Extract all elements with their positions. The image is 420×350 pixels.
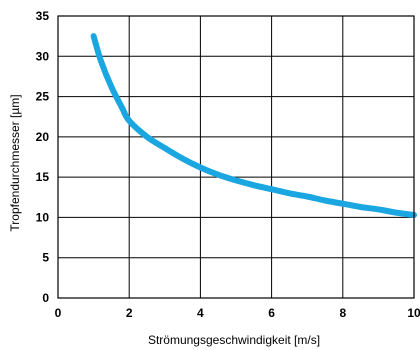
x-tick-label-0: 0: [55, 306, 62, 320]
x-tick-label-4: 8: [339, 306, 346, 320]
y-tick-label-6: 30: [36, 49, 50, 63]
y-tick-label-7: 35: [36, 9, 50, 23]
y-tick-label-3: 15: [36, 170, 50, 184]
x-tick-label-2: 4: [197, 306, 204, 320]
x-tick-label-1: 2: [126, 306, 133, 320]
y-tick-labels: 0 5 10 15 20 25 30 35: [36, 9, 50, 305]
x-tick-label-5: 10: [407, 306, 420, 320]
x-tick-labels: 0 2 4 6 8 10: [55, 306, 420, 320]
y-tick-label-5: 25: [36, 90, 50, 104]
plot-frame: [57, 15, 415, 299]
y-tick-label-1: 5: [42, 251, 49, 265]
y-tick-label-2: 10: [36, 210, 50, 224]
grid-lines: [57, 15, 415, 299]
x-tick-label-3: 6: [268, 306, 275, 320]
series-group: [90, 33, 417, 218]
y-tick-label-4: 20: [36, 130, 50, 144]
x-axis-label: Strömungsgeschwindigkeit [m/s]: [148, 333, 320, 347]
y-axis-label: Tropfendurchmesser [µm]: [8, 94, 22, 231]
series-line-0: [90, 33, 417, 218]
y-tick-label-0: 0: [42, 291, 49, 305]
